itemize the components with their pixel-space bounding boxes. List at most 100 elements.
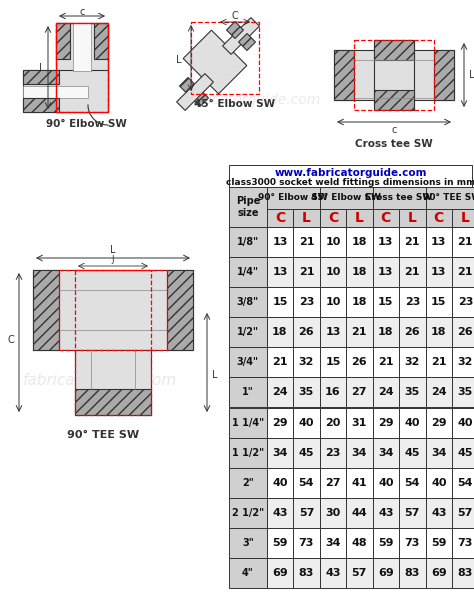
Bar xyxy=(267,257,293,287)
Bar xyxy=(293,257,319,287)
Text: 90° TEE SW: 90° TEE SW xyxy=(67,430,139,440)
Text: 1": 1" xyxy=(242,387,254,397)
Bar xyxy=(267,209,293,227)
Bar xyxy=(373,227,399,257)
Bar xyxy=(452,209,474,227)
Bar xyxy=(346,287,373,318)
Bar xyxy=(452,378,474,408)
Bar xyxy=(191,22,259,94)
Bar xyxy=(399,227,426,257)
Text: 3/4": 3/4" xyxy=(237,357,259,367)
Text: Pipe
size: Pipe size xyxy=(236,196,260,218)
Text: 21: 21 xyxy=(405,237,420,247)
Text: 18: 18 xyxy=(352,237,367,247)
Bar xyxy=(267,227,293,257)
Text: 73: 73 xyxy=(405,538,420,548)
Text: 15: 15 xyxy=(325,357,341,367)
Bar xyxy=(399,558,426,588)
Bar xyxy=(426,438,452,468)
Bar xyxy=(75,350,151,415)
Text: 45: 45 xyxy=(299,447,314,458)
Text: c: c xyxy=(79,7,85,17)
Polygon shape xyxy=(180,77,197,94)
Bar xyxy=(373,528,399,558)
Text: 3": 3" xyxy=(242,538,254,548)
Bar xyxy=(346,468,373,498)
Bar xyxy=(426,468,452,498)
Bar xyxy=(229,165,472,187)
Bar xyxy=(23,70,59,84)
Polygon shape xyxy=(191,89,209,107)
Bar xyxy=(293,528,319,558)
Text: 57: 57 xyxy=(299,508,314,518)
Bar xyxy=(293,348,319,378)
Bar xyxy=(33,270,59,350)
Text: 13: 13 xyxy=(378,237,393,247)
Text: 23: 23 xyxy=(405,297,420,307)
Text: 21: 21 xyxy=(457,267,473,277)
Bar xyxy=(399,348,426,378)
Text: 10: 10 xyxy=(325,267,341,277)
Bar xyxy=(426,408,452,438)
Bar xyxy=(293,209,319,227)
Text: 3/8": 3/8" xyxy=(237,297,259,307)
Bar xyxy=(267,528,293,558)
Text: 32: 32 xyxy=(457,357,473,367)
Bar xyxy=(229,558,267,588)
Bar xyxy=(334,50,454,100)
Text: 29: 29 xyxy=(431,417,447,427)
Bar xyxy=(452,558,474,588)
Text: 18: 18 xyxy=(352,297,367,307)
Bar xyxy=(167,270,193,350)
Bar xyxy=(373,468,399,498)
Bar xyxy=(426,227,452,257)
Text: 18: 18 xyxy=(272,327,288,337)
Bar xyxy=(229,318,267,348)
Bar xyxy=(319,287,346,318)
Text: 32: 32 xyxy=(299,357,314,367)
Text: 24: 24 xyxy=(378,387,394,397)
Text: L: L xyxy=(176,55,182,65)
Text: 21: 21 xyxy=(457,237,473,247)
Bar xyxy=(293,408,319,438)
Bar xyxy=(399,438,426,468)
Text: 34: 34 xyxy=(431,447,447,458)
Text: 45: 45 xyxy=(405,447,420,458)
Bar xyxy=(399,468,426,498)
Text: 20: 20 xyxy=(325,417,341,427)
Bar xyxy=(293,558,319,588)
Text: 4": 4" xyxy=(242,568,254,578)
Text: 35: 35 xyxy=(299,387,314,397)
Text: 43: 43 xyxy=(378,508,393,518)
Text: L: L xyxy=(302,211,311,225)
Text: 26: 26 xyxy=(299,327,314,337)
Polygon shape xyxy=(227,21,244,39)
Text: C: C xyxy=(434,211,444,225)
Bar xyxy=(399,498,426,528)
Bar xyxy=(373,318,399,348)
Text: 40: 40 xyxy=(272,478,288,488)
Bar xyxy=(373,378,399,408)
Text: 45° Elbow SW: 45° Elbow SW xyxy=(311,194,381,202)
Bar xyxy=(229,468,267,498)
Text: 54: 54 xyxy=(405,478,420,488)
Text: 13: 13 xyxy=(431,267,447,277)
Text: 34: 34 xyxy=(352,447,367,458)
Bar xyxy=(374,90,414,110)
Text: C: C xyxy=(232,11,238,21)
Text: 40: 40 xyxy=(405,417,420,427)
Bar xyxy=(267,558,293,588)
Text: 23: 23 xyxy=(325,447,341,458)
Bar xyxy=(293,378,319,408)
Bar xyxy=(229,187,267,227)
Bar xyxy=(229,348,267,378)
Text: 40: 40 xyxy=(299,417,314,427)
Text: 32: 32 xyxy=(405,357,420,367)
Text: 40: 40 xyxy=(431,478,447,488)
Bar xyxy=(319,408,346,438)
Bar xyxy=(267,408,293,438)
Bar xyxy=(452,318,474,348)
Bar xyxy=(346,438,373,468)
Bar xyxy=(346,227,373,257)
Text: L: L xyxy=(212,370,218,380)
